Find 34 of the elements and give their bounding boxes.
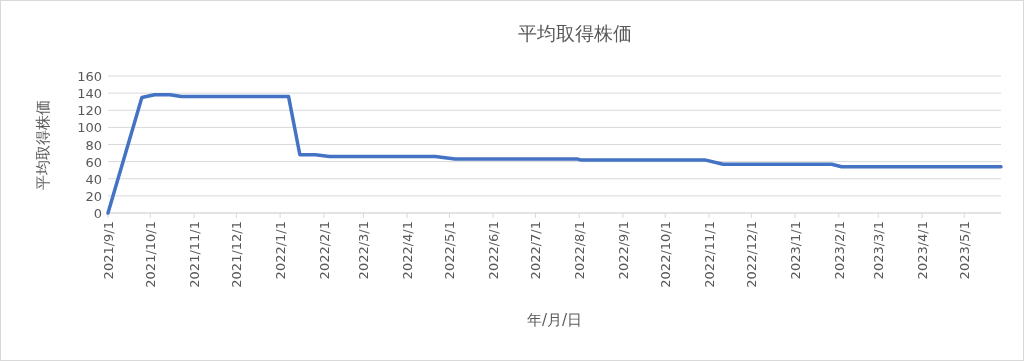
chart-title: 平均取得株価 bbox=[517, 22, 632, 44]
y-tick-label: 100 bbox=[77, 120, 102, 136]
x-tick-label: 2022/2/1 bbox=[316, 221, 332, 280]
x-tick-label: 2022/9/1 bbox=[615, 221, 631, 280]
x-tick-label: 2022/7/1 bbox=[528, 221, 544, 280]
x-tick-label: 2021/11/1 bbox=[187, 221, 203, 288]
x-tick-label: 2022/1/1 bbox=[273, 221, 289, 280]
x-tick-label: 2022/12/1 bbox=[744, 221, 760, 288]
x-tick-label: 2022/5/1 bbox=[442, 221, 458, 280]
y-tick-label: 40 bbox=[85, 171, 102, 187]
y-tick-label: 140 bbox=[77, 86, 102, 102]
x-tick-label: 2022/6/1 bbox=[486, 221, 502, 280]
x-tick-label: 2022/4/1 bbox=[400, 221, 416, 280]
x-tick-label: 2023/1/1 bbox=[788, 221, 804, 280]
y-tick-label: 0 bbox=[93, 206, 102, 221]
y-tick-label: 80 bbox=[85, 137, 102, 153]
x-tick-label: 2021/9/1 bbox=[101, 221, 116, 280]
x-tick-label: 2021/10/1 bbox=[143, 221, 159, 288]
x-axis-title: 年/月/日 bbox=[526, 311, 583, 329]
x-tick-label: 2023/5/1 bbox=[957, 221, 973, 280]
y-tick-label: 60 bbox=[85, 154, 102, 170]
y-tick-label: 160 bbox=[77, 69, 102, 84]
x-tick-label: 2021/12/1 bbox=[229, 221, 245, 288]
x-tick-label: 2022/10/1 bbox=[658, 221, 674, 288]
y-tick-label: 20 bbox=[85, 188, 102, 204]
y-axis-title: 平均取得株価 bbox=[34, 99, 52, 190]
y-tick-label: 120 bbox=[77, 103, 102, 119]
x-tick-label: 2023/2/1 bbox=[831, 221, 847, 280]
x-tick-label: 2023/4/1 bbox=[915, 221, 930, 280]
x-tick-label: 2022/3/1 bbox=[356, 221, 372, 280]
x-tick-label: 2023/3/1 bbox=[871, 221, 887, 280]
x-tick-label: 2022/8/1 bbox=[572, 221, 588, 280]
x-tick-label: 2022/11/1 bbox=[701, 221, 717, 288]
line-series bbox=[106, 93, 1003, 215]
